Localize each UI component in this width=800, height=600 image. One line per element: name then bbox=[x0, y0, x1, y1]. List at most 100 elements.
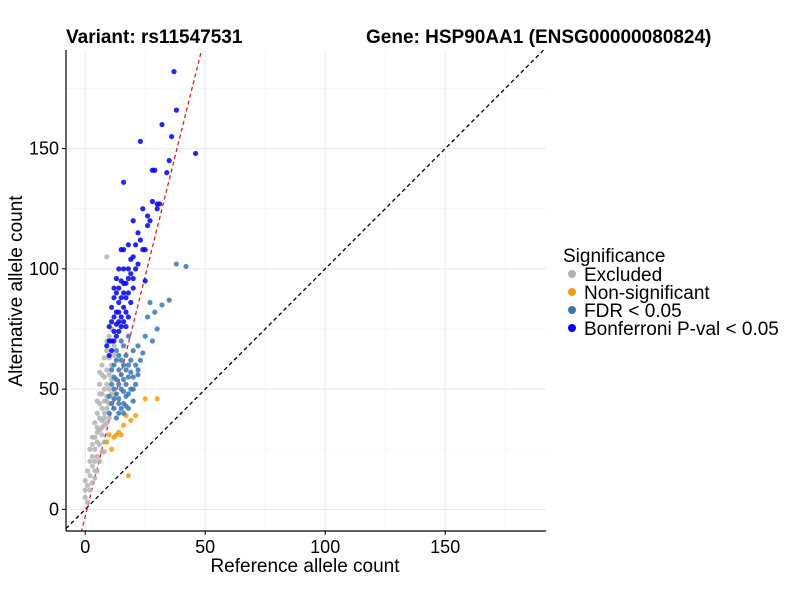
data-point bbox=[130, 348, 136, 354]
data-point bbox=[85, 499, 91, 505]
series-bonferroni-p-val-0-05 bbox=[104, 69, 199, 359]
data-point bbox=[140, 350, 146, 356]
data-point bbox=[97, 391, 103, 397]
data-point bbox=[111, 314, 117, 320]
data-point bbox=[111, 338, 117, 344]
data-point bbox=[113, 290, 119, 296]
data-point bbox=[125, 362, 131, 368]
data-point bbox=[111, 362, 117, 368]
data-point bbox=[111, 295, 117, 301]
x-tick-label: 50 bbox=[195, 537, 215, 557]
data-point bbox=[125, 391, 131, 397]
data-point bbox=[92, 468, 98, 474]
y-axis-title: Alternative allele count bbox=[6, 195, 27, 387]
reference-line-fitted bbox=[80, 50, 203, 531]
data-point bbox=[116, 285, 122, 291]
data-point bbox=[154, 206, 160, 212]
data-point bbox=[128, 417, 134, 423]
data-point bbox=[89, 480, 95, 486]
data-point bbox=[135, 372, 141, 378]
data-point bbox=[193, 150, 199, 157]
legend-label: Non-significant bbox=[584, 283, 710, 304]
data-point bbox=[133, 266, 139, 272]
data-point bbox=[166, 297, 172, 303]
data-point bbox=[130, 218, 136, 224]
legend-key bbox=[568, 324, 576, 332]
data-point bbox=[85, 468, 91, 474]
data-point bbox=[166, 158, 172, 164]
data-point bbox=[111, 343, 117, 349]
data-point bbox=[113, 357, 119, 363]
data-point bbox=[173, 107, 179, 113]
data-point bbox=[82, 494, 88, 500]
series-fdr-0-05 bbox=[106, 261, 189, 421]
data-point bbox=[116, 410, 122, 416]
data-point bbox=[121, 247, 127, 253]
data-points bbox=[82, 69, 199, 505]
data-point bbox=[116, 309, 122, 315]
data-point bbox=[97, 369, 103, 375]
data-point bbox=[135, 367, 141, 373]
data-point bbox=[94, 410, 100, 416]
data-point bbox=[183, 263, 189, 270]
data-point bbox=[109, 319, 115, 325]
data-point bbox=[92, 475, 98, 481]
data-point bbox=[118, 338, 124, 344]
data-point bbox=[159, 121, 165, 128]
data-point bbox=[104, 343, 110, 349]
data-point bbox=[101, 415, 107, 421]
data-point bbox=[101, 449, 107, 455]
data-point bbox=[125, 405, 131, 411]
data-point bbox=[123, 381, 129, 387]
data-point bbox=[121, 343, 127, 349]
data-point bbox=[116, 266, 122, 272]
data-point bbox=[113, 275, 119, 282]
data-point bbox=[113, 348, 119, 354]
data-point bbox=[104, 398, 110, 404]
data-point bbox=[125, 374, 131, 380]
data-point bbox=[152, 167, 158, 173]
data-point bbox=[118, 432, 124, 438]
data-point bbox=[137, 138, 143, 144]
data-point bbox=[142, 333, 148, 339]
data-point bbox=[121, 362, 127, 368]
data-point bbox=[111, 396, 117, 402]
data-point bbox=[82, 477, 88, 484]
data-point bbox=[99, 424, 105, 431]
data-point bbox=[118, 314, 124, 320]
data-point bbox=[97, 441, 103, 448]
legend-key bbox=[568, 306, 576, 314]
data-point bbox=[82, 487, 88, 493]
data-point bbox=[101, 374, 107, 380]
data-point bbox=[154, 326, 160, 332]
data-point bbox=[149, 198, 155, 205]
data-point bbox=[121, 280, 127, 286]
data-point bbox=[111, 285, 117, 291]
data-point bbox=[89, 453, 95, 460]
data-point bbox=[92, 446, 98, 452]
data-point bbox=[125, 266, 131, 272]
data-point bbox=[137, 237, 143, 243]
legend-key bbox=[568, 288, 576, 296]
data-point bbox=[121, 422, 127, 428]
x-axis-title: Reference allele count bbox=[210, 556, 400, 577]
chart-title-gene: Gene: HSP90AA1 (ENSG00000080824) bbox=[366, 27, 711, 48]
data-point bbox=[92, 420, 98, 426]
chart-title-variant: Variant: rs11547531 bbox=[66, 27, 243, 48]
data-point bbox=[169, 133, 175, 140]
data-point bbox=[147, 218, 153, 224]
data-point bbox=[135, 343, 141, 349]
data-point bbox=[123, 367, 129, 373]
data-point bbox=[128, 299, 134, 306]
data-point bbox=[137, 357, 143, 363]
data-point bbox=[130, 285, 136, 291]
x-tick-label: 150 bbox=[430, 537, 460, 557]
data-point bbox=[111, 352, 117, 359]
data-point bbox=[101, 386, 107, 392]
data-point bbox=[140, 206, 146, 212]
data-point bbox=[173, 261, 179, 267]
data-point bbox=[101, 355, 107, 361]
data-point bbox=[99, 432, 105, 438]
data-point bbox=[104, 420, 110, 426]
data-point bbox=[87, 446, 93, 452]
